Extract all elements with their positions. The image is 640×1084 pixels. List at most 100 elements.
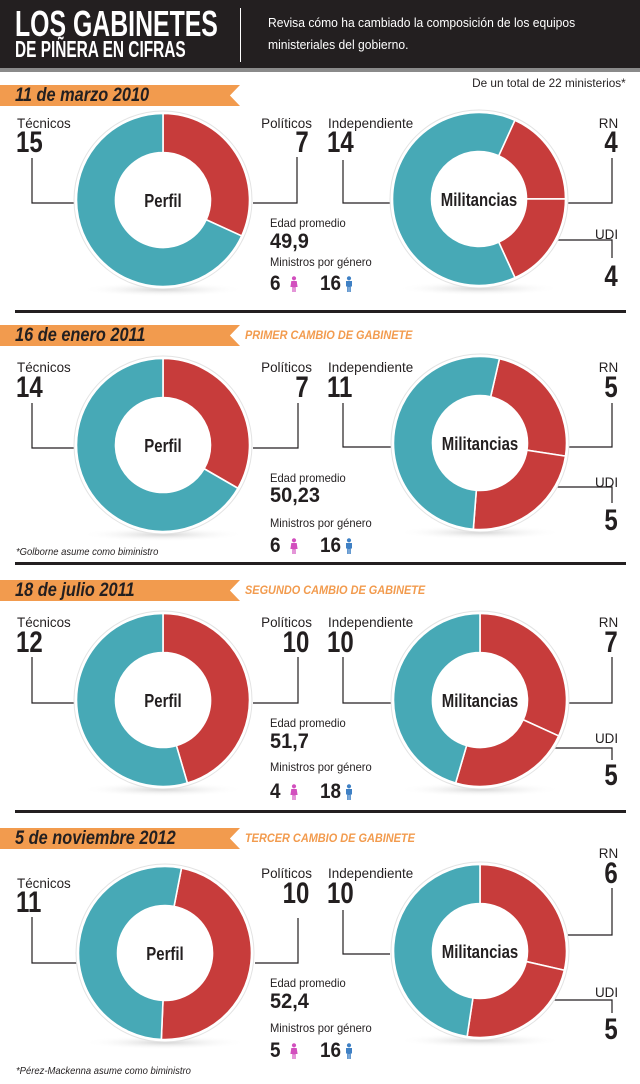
date-banner — [0, 828, 240, 849]
cabinet-section: 5 de noviembre 2012 TERCER CAMBIO DE GAB… — [0, 828, 640, 1078]
leader-line-independiente — [342, 910, 390, 955]
female-figure-icon — [290, 784, 298, 800]
male-figure-icon — [346, 276, 352, 292]
udi-count: 5 — [604, 504, 618, 537]
donut-charts — [31, 353, 613, 542]
udi-count: 5 — [604, 1013, 618, 1046]
section-divider — [15, 562, 626, 565]
donut-perfil — [73, 610, 253, 797]
donut-hole — [433, 904, 527, 998]
politicos-label: Políticos — [261, 115, 312, 131]
male-figure-icon — [346, 538, 352, 554]
slice-politicos — [162, 357, 251, 490]
tecnicos-label: Técnicos — [17, 614, 71, 630]
tecnicos-count: 12 — [16, 626, 43, 659]
female-count: 5 — [270, 1039, 281, 1062]
female-count: 6 — [270, 534, 281, 557]
militancias-chart-title: Militancias — [441, 434, 519, 454]
male-count: 16 — [320, 1039, 342, 1062]
udi-label: UDI — [594, 474, 618, 490]
gender-breakdown: 6 16 — [270, 273, 360, 295]
donut-shadow — [396, 281, 562, 296]
leader-line-tecnicos — [31, 403, 77, 449]
female-count: 6 — [270, 272, 281, 295]
independiente-count: 10 — [327, 877, 354, 910]
gender-label: Ministros por género — [270, 760, 372, 774]
leader-line-independiente — [342, 657, 393, 704]
leader-line-politicos — [253, 657, 299, 704]
male-figure-icon — [346, 784, 352, 800]
leader-line-tecnicos — [31, 917, 77, 964]
perfil-chart-title: Perfil — [144, 691, 182, 711]
cabinet-section: 11 de marzo 2010 Técnicos 15 Políticos 7… — [0, 85, 640, 335]
udi-count: 5 — [604, 759, 618, 792]
politicos-count: 7 — [295, 126, 309, 159]
gender-label: Ministros por género — [270, 255, 372, 269]
date-banner — [0, 580, 240, 601]
gender-breakdown: 6 16 — [270, 535, 360, 557]
rn-label: RN — [598, 359, 618, 375]
independiente-label: Independiente — [328, 359, 414, 375]
tecnicos-count: 15 — [16, 126, 43, 159]
date-label: 11 de marzo 2010 — [15, 85, 150, 106]
rn-label: RN — [598, 614, 618, 630]
donut-hole — [433, 396, 527, 490]
page-title: LOS GABINETES — [15, 3, 218, 44]
slice-tecnicos — [75, 612, 189, 788]
gender-breakdown: 4 18 — [270, 781, 360, 803]
header-bar — [0, 0, 640, 68]
udi-count: 4 — [604, 260, 618, 293]
militancias-chart-title: Militancias — [441, 691, 519, 711]
cabinet-section: 16 de enero 2011 PRIMER CAMBIO DE GABINE… — [0, 325, 640, 575]
cabinet-change-label: PRIMER CAMBIO DE GABINETE — [245, 328, 413, 342]
slice-independiente — [391, 111, 516, 287]
donut-shadow — [397, 525, 563, 540]
donut-hole — [118, 906, 212, 1000]
description-line-2: ministeriales del gobierno. — [268, 37, 409, 52]
tecnicos-count: 11 — [16, 886, 42, 919]
militancias-chart-title: Militancias — [441, 942, 519, 962]
donut-charts — [31, 610, 613, 797]
udi-label: UDI — [594, 984, 618, 1000]
female-figure-icon — [290, 538, 298, 554]
leader-line-tecnicos — [31, 657, 77, 704]
independiente-label: Independiente — [328, 865, 414, 881]
donut-perfil — [73, 110, 253, 297]
politicos-label: Políticos — [261, 359, 312, 375]
female-figure-icon — [290, 1043, 298, 1059]
independiente-count: 10 — [327, 626, 354, 659]
male-count: 16 — [320, 272, 342, 295]
slice-independiente — [392, 612, 481, 784]
tecnicos-count: 14 — [16, 371, 43, 404]
slice-politicos — [160, 867, 253, 1041]
slice-tecnicos — [75, 357, 239, 533]
slice-independiente — [392, 863, 481, 1038]
leader-line-udi — [553, 999, 613, 1013]
tecnicos-label: Técnicos — [17, 875, 71, 891]
leader-line-rn — [567, 403, 613, 448]
rn-count: 7 — [604, 626, 618, 659]
independiente-count: 14 — [327, 126, 354, 159]
leader-line-politicos — [255, 918, 299, 964]
average-age-value: 51,7 — [270, 730, 309, 753]
donut-hole — [433, 653, 527, 747]
slice-rn — [479, 863, 568, 972]
slice-tecnicos — [77, 865, 183, 1041]
donut-charts — [31, 861, 613, 1050]
perfil-chart-title: Perfil — [144, 191, 182, 211]
date-label: 18 de julio 2011 — [15, 580, 135, 601]
male-count: 18 — [320, 780, 342, 803]
female-count: 4 — [270, 780, 281, 803]
cabinet-change-label: SEGUNDO CAMBIO DE GABINETE — [245, 583, 426, 597]
header-vertical-divider — [240, 8, 241, 62]
description-line-1: Revisa cómo ha cambiado la composición d… — [268, 15, 576, 30]
politicos-count: 10 — [282, 877, 309, 910]
section-divider — [15, 310, 626, 313]
gender-label: Ministros por género — [270, 1021, 372, 1035]
footnote: *Pérez-Mackenna asume como biministro — [16, 1065, 191, 1077]
date-banner — [0, 325, 240, 346]
leader-line-udi — [553, 747, 613, 760]
donut-shadow — [397, 782, 563, 797]
perfil-chart-title: Perfil — [144, 436, 182, 456]
